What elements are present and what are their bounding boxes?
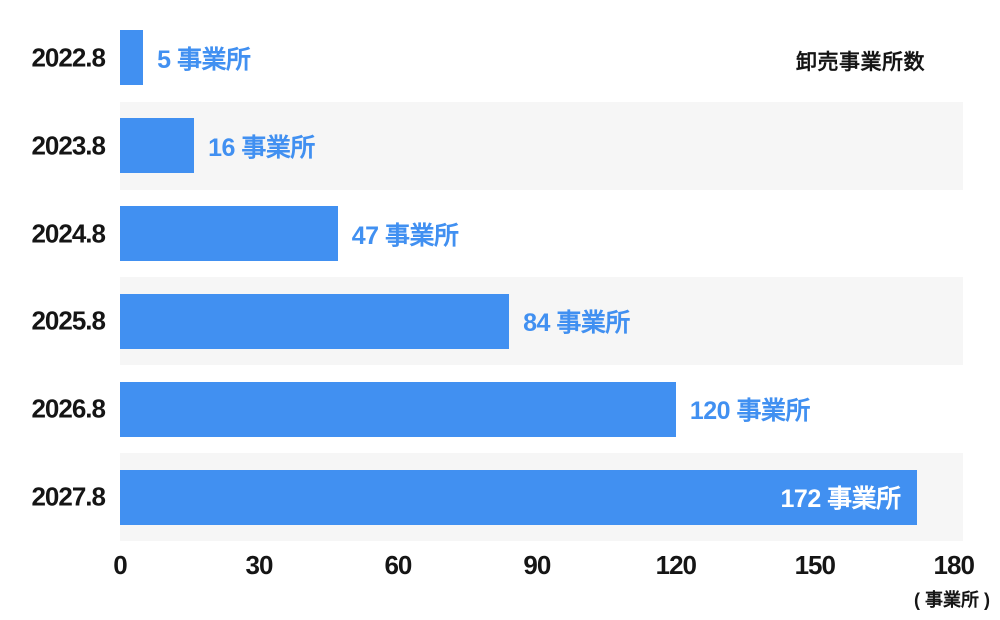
plot-area: 2022.8 5 事業所 2023.8 16 事業所 2024.8 47 事業所… <box>31 14 963 541</box>
x-tick-label: 120 <box>655 550 697 580</box>
chart-row: 2024.8 47 事業所 <box>31 190 963 278</box>
y-axis-label: 2027.8 <box>31 481 106 512</box>
y-axis-label: 2026.8 <box>31 393 106 424</box>
bar <box>120 206 338 262</box>
x-tick-label: 150 <box>794 550 836 580</box>
chart-row: 2022.8 5 事業所 <box>31 14 963 102</box>
x-axis: 0 30 60 90 120 150 180 <box>113 550 975 582</box>
bar-value-label: 47 事業所 <box>351 221 459 250</box>
bar-value-label: 84 事業所 <box>523 309 630 338</box>
y-axis-label: 2025.8 <box>31 305 106 336</box>
x-tick-label: 0 <box>113 550 128 580</box>
chart-row: 2025.8 84 事業所 <box>31 277 963 366</box>
bar <box>120 381 676 437</box>
chart-row: 2027.8 172 事業所 <box>31 453 963 541</box>
x-tick-label: 60 <box>384 550 412 580</box>
bar-value-label: 172 事業所 <box>780 485 902 514</box>
chart-title: 卸売事業所数 <box>796 51 925 74</box>
bar-value-label: 5 事業所 <box>157 45 251 74</box>
bar <box>120 30 144 86</box>
y-axis-label: 2022.8 <box>31 42 106 73</box>
bar-value-label: 16 事業所 <box>208 133 315 162</box>
x-tick-label: 30 <box>245 550 273 580</box>
chart-row: 2026.8 120 事業所 <box>31 365 963 453</box>
x-tick-label: 180 <box>933 550 975 580</box>
bar <box>120 469 917 525</box>
x-tick-label: 90 <box>523 550 551 580</box>
chart-row: 2023.8 16 事業所 <box>31 101 963 190</box>
axis-unit-label: ( 事業所 ) <box>914 590 990 610</box>
y-axis-label: 2024.8 <box>31 218 106 249</box>
bar-value-label: 120 事業所 <box>689 397 811 426</box>
y-axis-label: 2023.8 <box>31 130 106 161</box>
bar <box>120 293 510 349</box>
bar <box>120 118 195 174</box>
